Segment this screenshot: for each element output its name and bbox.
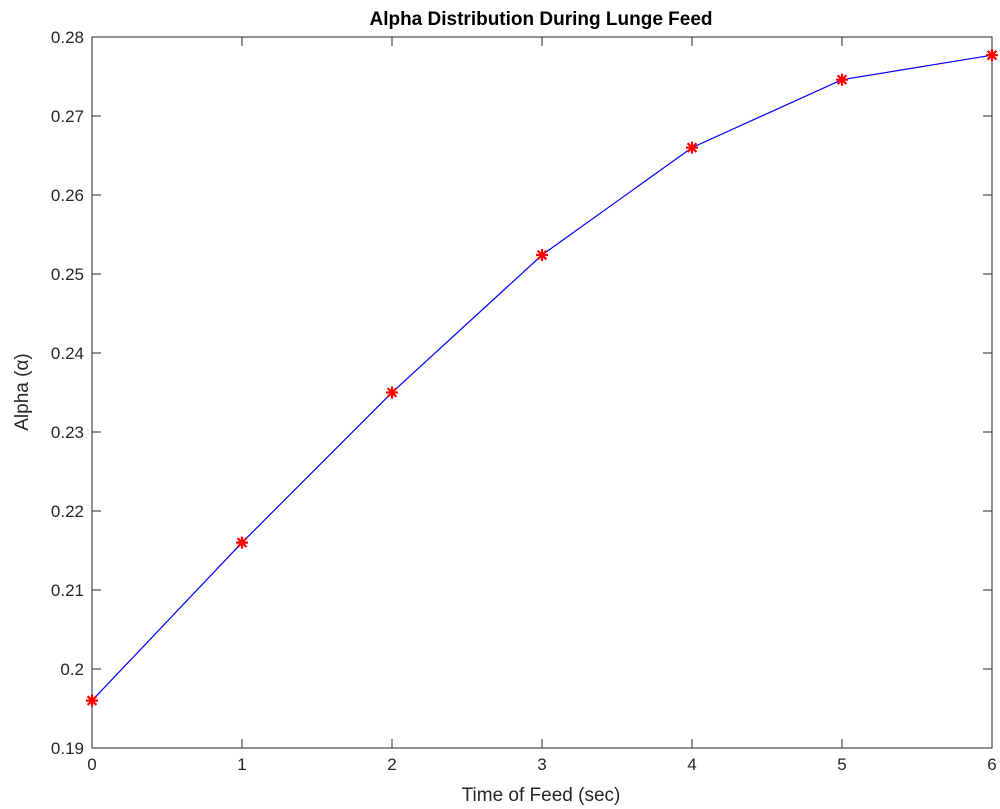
y-tick-label: 0.21: [51, 581, 84, 600]
x-axis: 0 1 2 3 4 5 6: [87, 37, 997, 774]
data-point-marker: [236, 536, 248, 549]
data-point-marker: [686, 141, 698, 154]
y-axis: 0.19 0.2 0.21 0.22 0.23 0.24 0.25 0.26 0.27 0.28: [51, 28, 992, 758]
y-axis-label: Alpha (α): [12, 353, 33, 431]
data-point-marker: [836, 73, 848, 86]
x-tick-label: 3: [537, 755, 546, 774]
y-tick-label: 0.23: [51, 423, 84, 442]
data-point-marker: [386, 386, 398, 399]
plot-area: [91, 36, 993, 749]
x-tick-label: 4: [687, 755, 696, 774]
y-tick-label: 0.26: [51, 186, 84, 205]
x-axis-label: Time of Feed (sec): [462, 785, 621, 806]
y-tick-label: 0.19: [51, 739, 84, 758]
y-tick-label: 0.28: [51, 28, 84, 47]
y-tick-label: 0.22: [51, 502, 84, 521]
y-tick-label: 0.2: [60, 660, 84, 679]
data-point-marker: [86, 694, 98, 707]
chart-title: Alpha Distribution During Lunge Feed: [369, 9, 712, 30]
x-tick-label: 5: [837, 755, 846, 774]
data-point-marker: [536, 249, 548, 262]
x-tick-label: 0: [87, 755, 96, 774]
x-tick-label: 6: [987, 755, 996, 774]
y-tick-label: 0.25: [51, 265, 84, 284]
y-tick-label: 0.24: [51, 344, 84, 363]
y-tick-label: 0.27: [51, 107, 84, 126]
x-tick-label: 1: [237, 755, 246, 774]
data-point-marker: [986, 49, 998, 62]
x-tick-label: 2: [387, 755, 396, 774]
series-markers: [86, 49, 998, 707]
